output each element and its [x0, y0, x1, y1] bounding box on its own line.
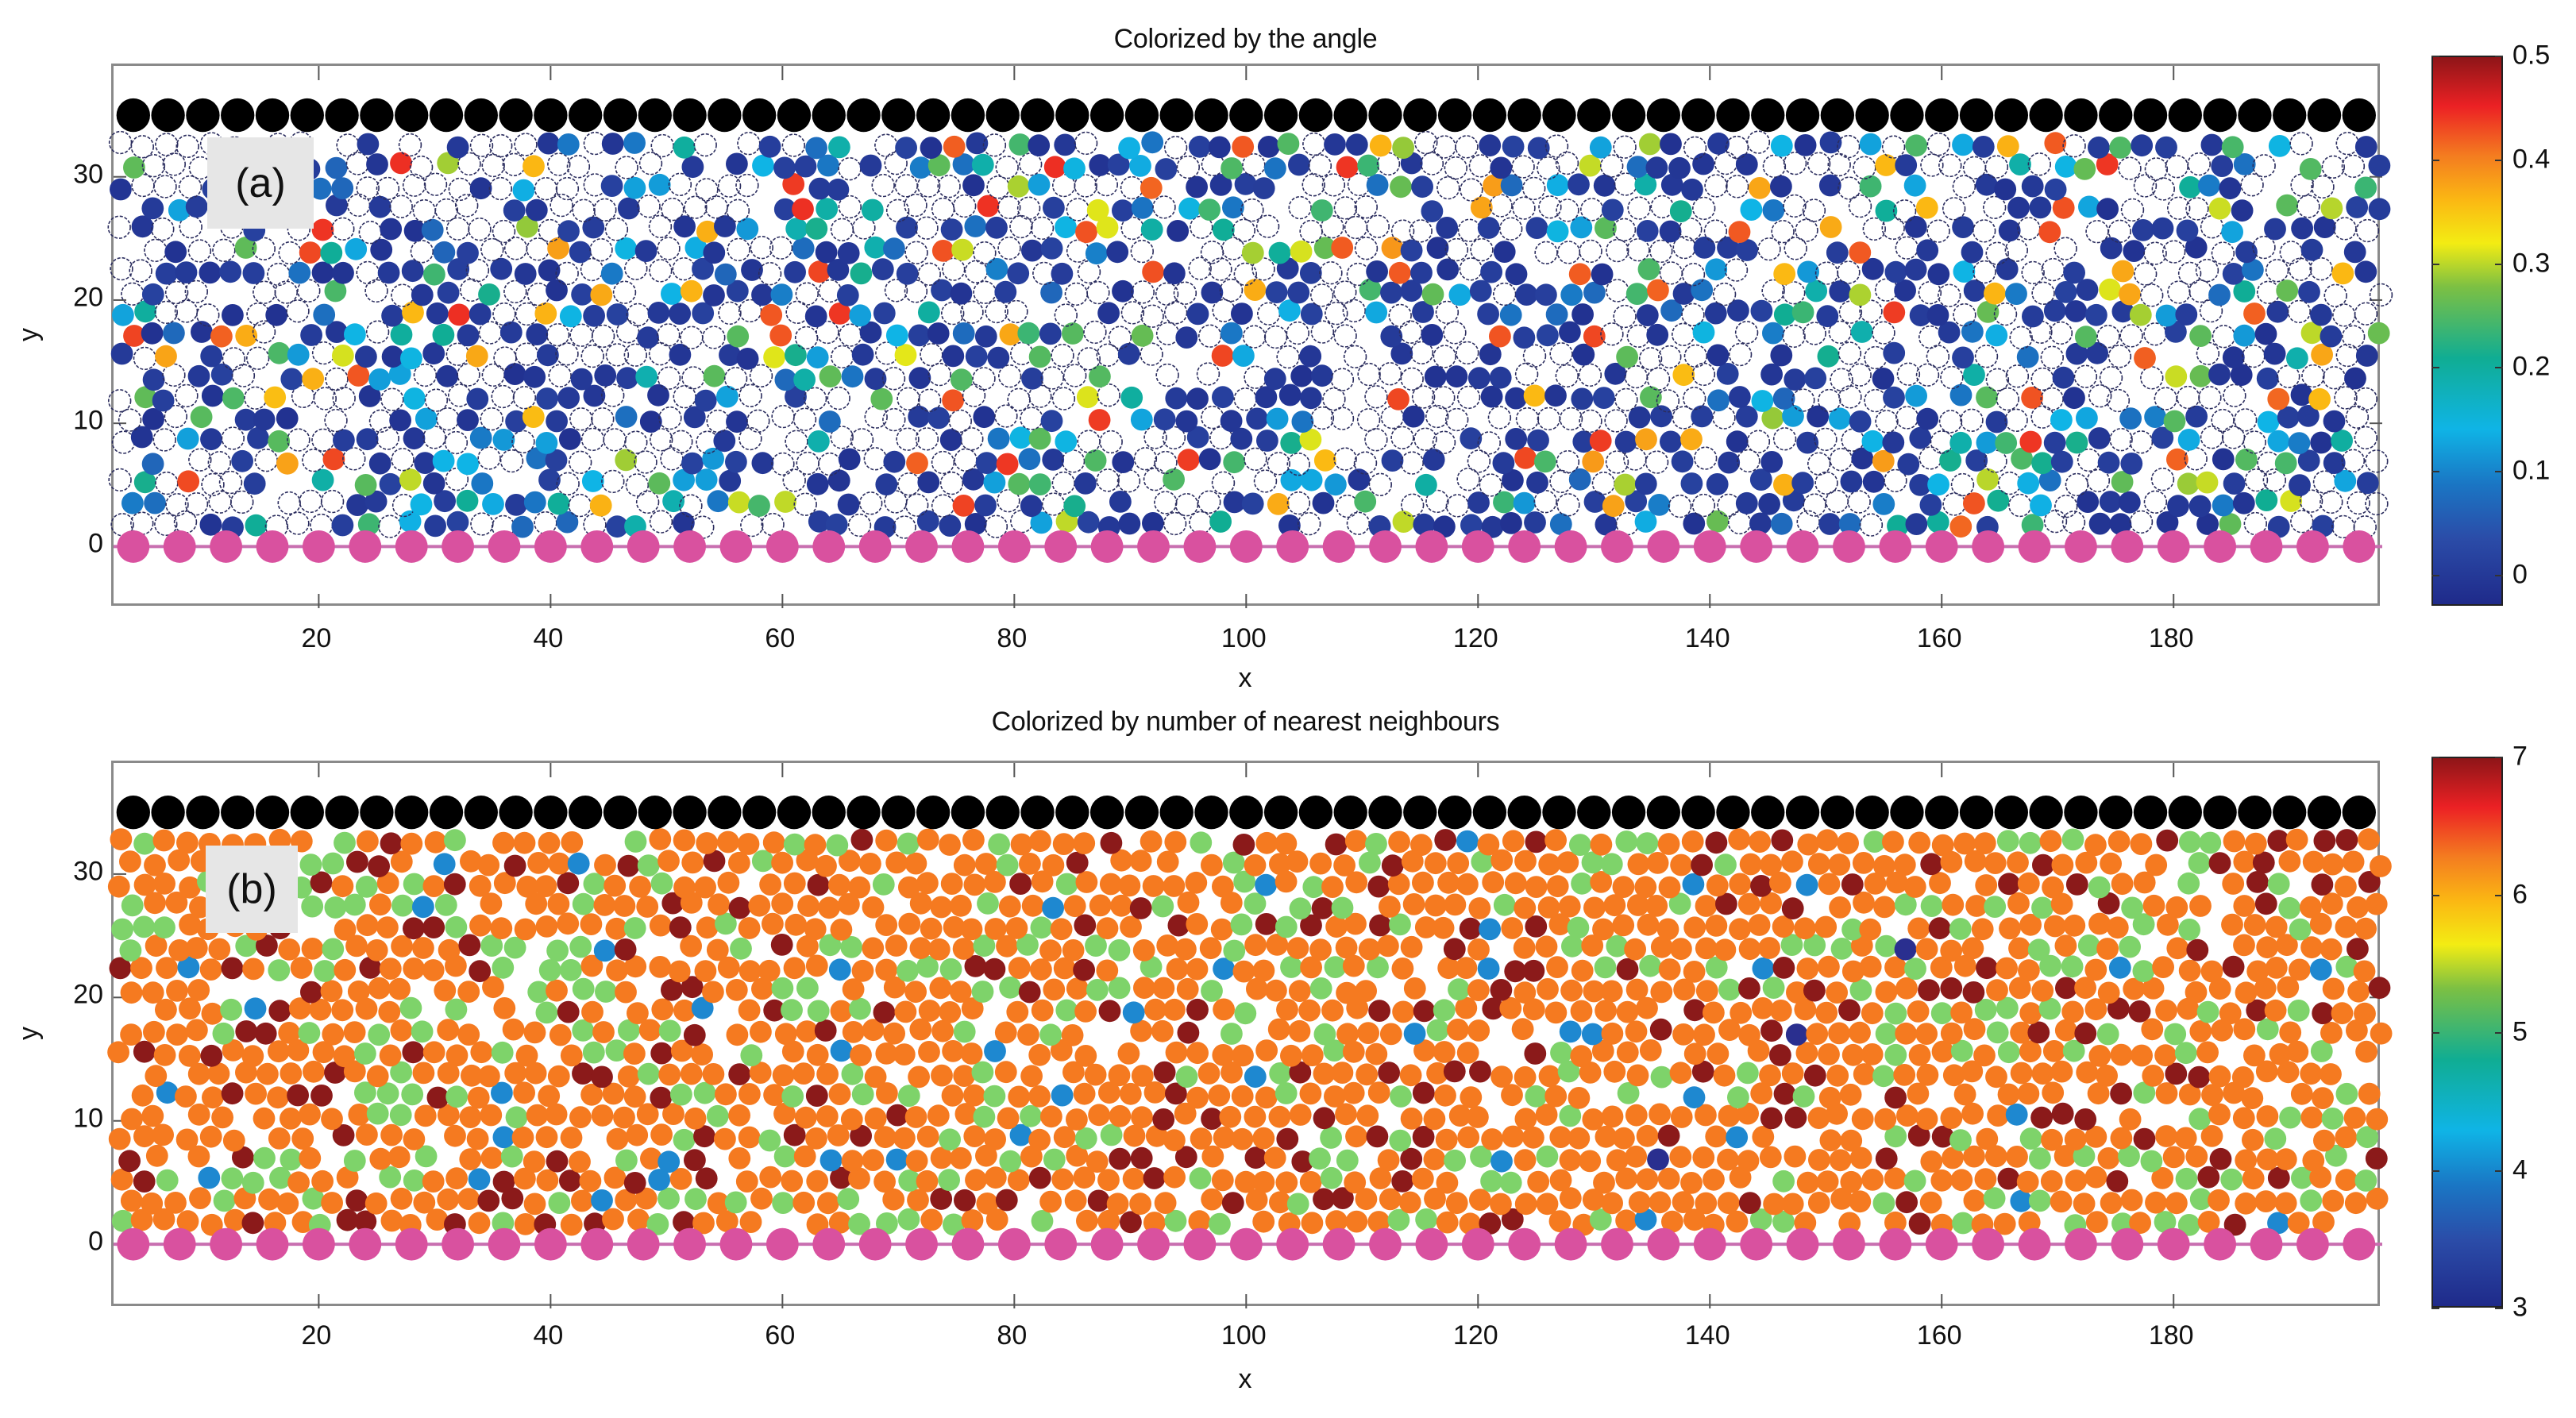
colorbar-tick-label: 0.1 — [2512, 455, 2551, 486]
colorbar-tick-label: 4 — [2512, 1154, 2528, 1185]
colorbar-tick-mark — [2495, 574, 2503, 576]
x-tick-label: 100 — [1221, 623, 1267, 653]
panel-b-axes — [107, 761, 2393, 1308]
colorbar-tick-mark — [2495, 471, 2503, 473]
x-tick-label: 60 — [765, 623, 796, 653]
colorbar-tick-label: 0.3 — [2512, 248, 2551, 278]
y-tick-label: 0 — [88, 1226, 103, 1257]
x-tick-label: 120 — [1452, 1320, 1498, 1351]
x-tick-label: 180 — [2148, 1320, 2194, 1351]
colorbar-tick-mark — [2495, 1032, 2503, 1034]
colorbar-tick-label: 0.5 — [2512, 40, 2551, 71]
x-tick-label: 100 — [1221, 1320, 1267, 1351]
colorbar-tick-label: 0.4 — [2512, 144, 2551, 175]
x-tick-label: 80 — [997, 1320, 1028, 1351]
panel-b-title: Colorized by number of nearest neighbour… — [991, 707, 1500, 737]
colorbar-tick-label: 5 — [2512, 1016, 2528, 1047]
colorbar-tick-mark — [2431, 1032, 2439, 1034]
panel-b-colorbar — [2431, 757, 2503, 1308]
panel-b-x-axis-label: x — [1238, 1364, 1252, 1394]
panel-a-x-axis-label: x — [1238, 663, 1252, 693]
colorbar-tick-mark — [2431, 894, 2439, 896]
y-tick-label: 10 — [73, 405, 103, 436]
colorbar-tick-mark — [2495, 894, 2503, 896]
panel-b-label: (b) — [206, 846, 298, 933]
colorbar-tick-mark — [2431, 159, 2439, 161]
panel-a-label: (a) — [207, 137, 314, 229]
x-tick-label: 80 — [997, 623, 1028, 653]
x-tick-label: 140 — [1684, 623, 1730, 653]
panel-a-title: Colorized by the angle — [1113, 24, 1378, 54]
y-tick-label: 30 — [73, 159, 103, 190]
x-tick-label: 160 — [1916, 623, 1962, 653]
x-tick-label: 40 — [533, 1320, 564, 1351]
colorbar-tick-label: 0 — [2512, 559, 2528, 590]
x-tick-label: 20 — [301, 623, 332, 653]
colorbar-tick-label: 6 — [2512, 879, 2528, 909]
colorbar-tick-mark — [2431, 574, 2439, 576]
x-tick-label: 40 — [533, 623, 564, 653]
colorbar-tick-label: 7 — [2512, 741, 2528, 772]
x-tick-label: 140 — [1684, 1320, 1730, 1351]
colorbar-tick-mark — [2495, 159, 2503, 161]
panel-b-y-axis-label: y — [13, 1026, 44, 1040]
colorbar-tick-mark — [2431, 263, 2439, 265]
colorbar-tick-mark — [2431, 367, 2439, 369]
colorbar-tick-mark — [2495, 1308, 2503, 1309]
y-tick-label: 20 — [73, 282, 103, 313]
particles — [107, 828, 2393, 1236]
colorbar-tick-mark — [2495, 1169, 2503, 1172]
y-tick-label: 0 — [88, 528, 103, 559]
y-tick-label: 20 — [73, 979, 103, 1010]
colorbar-tick-label: 0.2 — [2512, 351, 2551, 382]
colorbar-tick-mark — [2431, 56, 2439, 57]
x-tick-label: 180 — [2148, 623, 2194, 653]
colorbar-tick-mark — [2431, 757, 2439, 758]
colorbar-tick-mark — [2495, 56, 2503, 57]
colorbar-tick-mark — [2495, 263, 2503, 265]
y-tick-label: 30 — [73, 856, 103, 887]
x-tick-label: 160 — [1916, 1320, 1962, 1351]
panel-a-scatter-plot — [107, 66, 2393, 608]
panel-b-scatter-plot — [107, 763, 2393, 1308]
particles — [107, 130, 2393, 539]
x-tick-label: 60 — [765, 1320, 796, 1351]
colorbar-tick-mark — [2431, 1169, 2439, 1172]
colorbar-tick-mark — [2495, 757, 2503, 758]
panel-a-axes — [107, 64, 2393, 608]
y-tick-label: 10 — [73, 1103, 103, 1134]
x-tick-label: 20 — [301, 1320, 332, 1351]
colorbar-tick-mark — [2495, 367, 2503, 369]
colorbar-tick-label: 3 — [2512, 1292, 2528, 1323]
colorbar-tick-mark — [2431, 1308, 2439, 1309]
panel-a-y-axis-label: y — [13, 327, 44, 341]
colorbar-tick-mark — [2431, 471, 2439, 473]
x-tick-label: 120 — [1452, 623, 1498, 653]
panel-a-colorbar — [2431, 56, 2503, 606]
